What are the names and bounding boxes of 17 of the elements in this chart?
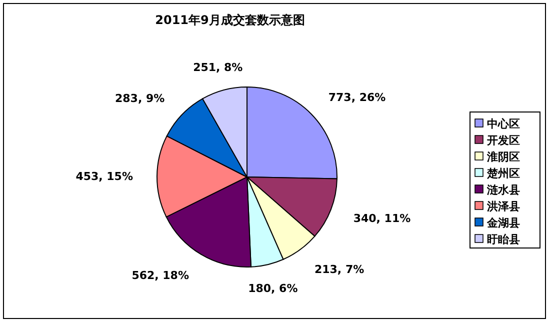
data-label: 340, 11%	[353, 212, 411, 226]
legend-label: 盱眙县	[487, 233, 520, 246]
legend-label: 楚州区	[486, 167, 520, 180]
legend-label: 洪泽县	[486, 200, 520, 213]
legend-label: 涟水县	[486, 184, 520, 196]
legend-label: 金湖县	[486, 216, 520, 230]
data-label: 251, 8%	[193, 60, 243, 74]
data-label: 562, 18%	[132, 269, 190, 282]
data-label: 213, 7%	[314, 262, 364, 276]
legend-label: 淮阴区	[486, 150, 520, 164]
data-label: 773, 26%	[328, 91, 386, 104]
data-label: 180, 6%	[248, 282, 298, 296]
data-label: 453, 15%	[76, 170, 134, 184]
chart-title: 2011年9月成交套数示意图	[155, 13, 305, 27]
legend-label: 中心区	[487, 118, 520, 130]
data-label: 283, 9%	[114, 92, 165, 106]
legend-label: 开发区	[486, 134, 520, 147]
